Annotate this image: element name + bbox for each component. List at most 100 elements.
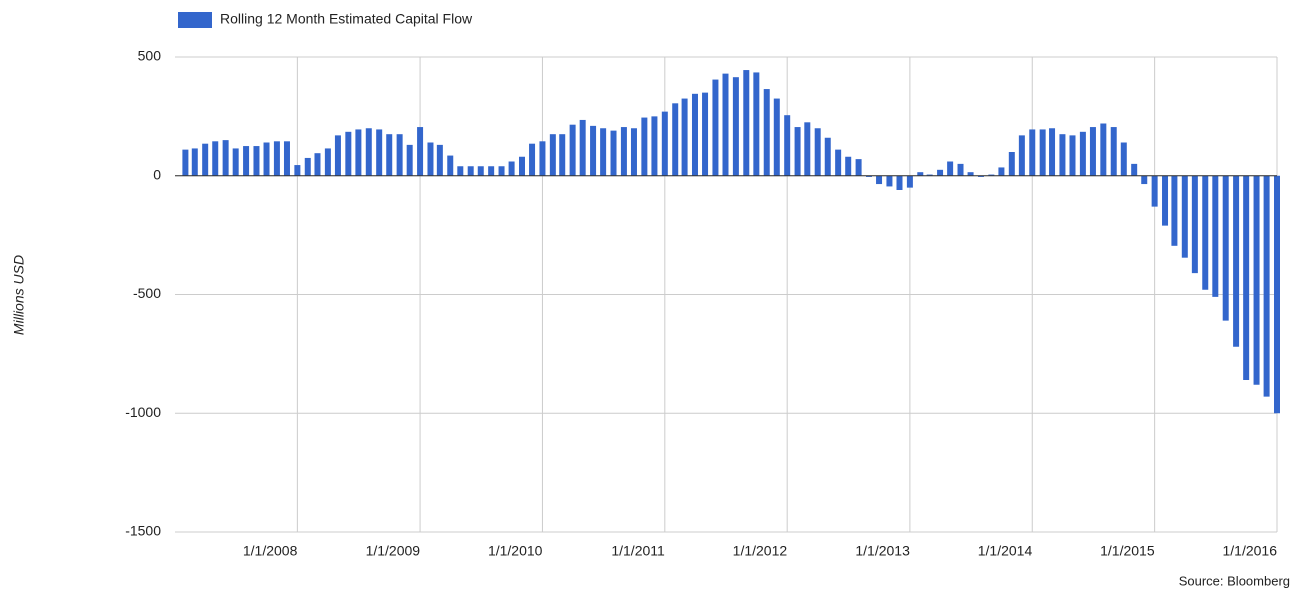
bar <box>1191 175 1198 274</box>
bar <box>917 172 924 176</box>
bar <box>1212 175 1219 297</box>
bar <box>283 141 290 176</box>
x-tick-label: 1/1/2013 <box>855 543 910 559</box>
legend-label: Rolling 12 Month Estimated Capital Flow <box>220 11 473 27</box>
bar <box>672 103 679 176</box>
bar <box>1263 175 1270 397</box>
bar <box>273 141 280 176</box>
bar <box>396 134 403 176</box>
bar <box>1243 175 1250 380</box>
bar <box>1171 175 1178 246</box>
bar <box>1049 128 1056 176</box>
bar <box>1202 175 1209 290</box>
bar <box>202 143 209 176</box>
bar <box>926 174 933 176</box>
bar <box>763 89 770 176</box>
bar <box>590 125 597 176</box>
bar <box>804 122 811 176</box>
bar <box>855 159 862 176</box>
x-tick-label: 1/1/2008 <box>243 543 298 559</box>
bar <box>845 156 852 176</box>
bar <box>600 128 607 176</box>
bar <box>569 124 576 176</box>
bar <box>182 149 189 176</box>
bar <box>253 146 260 176</box>
bar <box>712 79 719 176</box>
bar <box>529 143 536 176</box>
bar <box>1222 175 1229 321</box>
bar <box>1039 129 1046 176</box>
bar <box>681 98 688 176</box>
bar <box>222 140 229 176</box>
bar <box>1162 175 1169 226</box>
y-tick-label: -500 <box>133 285 161 301</box>
y-tick-label: -1500 <box>125 523 161 539</box>
x-tick-label: 1/1/2016 <box>1223 543 1278 559</box>
bar <box>1131 163 1138 176</box>
bar <box>436 144 443 176</box>
bar <box>947 161 954 176</box>
bar <box>1110 127 1117 176</box>
bar <box>967 172 974 176</box>
bar <box>1253 175 1260 385</box>
bar <box>1141 175 1148 185</box>
bar <box>1151 175 1158 207</box>
y-tick-label: 0 <box>153 166 161 182</box>
bar <box>1100 123 1107 176</box>
bar <box>702 92 709 176</box>
bar <box>732 77 739 176</box>
bar <box>427 142 434 176</box>
bar <box>630 128 637 176</box>
bar <box>998 167 1005 176</box>
bar <box>467 166 474 176</box>
bar <box>1274 175 1280 414</box>
bar <box>886 175 893 187</box>
bar <box>294 165 301 176</box>
bar <box>896 175 903 190</box>
bar <box>579 119 586 176</box>
bar <box>488 166 495 176</box>
bar <box>324 148 331 176</box>
bar <box>559 134 566 176</box>
bar <box>345 131 352 176</box>
bar <box>518 156 525 176</box>
bar <box>1089 127 1096 176</box>
bar <box>661 111 668 176</box>
bar <box>1008 152 1015 176</box>
source: Source: Bloomberg <box>1179 573 1290 588</box>
bar <box>1018 135 1025 176</box>
bar <box>1181 175 1188 258</box>
bar <box>417 127 424 176</box>
bar <box>824 137 831 176</box>
x-tick-label: 1/1/2015 <box>1100 543 1155 559</box>
bar <box>376 129 383 176</box>
bar <box>753 72 760 176</box>
bar <box>1069 135 1076 176</box>
y-axis-title: Millions USD <box>11 255 27 335</box>
bar <box>1029 129 1036 176</box>
legend-swatch <box>178 12 212 28</box>
bar <box>784 115 791 176</box>
bar <box>610 130 617 176</box>
bar <box>477 166 484 176</box>
bar <box>549 134 556 176</box>
bar <box>232 148 239 176</box>
bar <box>1233 175 1240 347</box>
bar <box>773 98 780 176</box>
bar <box>722 73 729 176</box>
x-tick-label: 1/1/2014 <box>978 543 1033 559</box>
x-tick-label: 1/1/2012 <box>733 543 788 559</box>
bar <box>937 169 944 176</box>
bar <box>651 116 658 176</box>
bar <box>212 141 219 176</box>
bar <box>508 161 515 176</box>
bar <box>865 175 872 177</box>
bar <box>457 166 464 176</box>
bar <box>620 127 627 176</box>
bar <box>243 146 250 176</box>
bar <box>957 163 964 176</box>
bar <box>988 174 995 176</box>
bar <box>1079 131 1086 176</box>
bar <box>447 155 454 176</box>
